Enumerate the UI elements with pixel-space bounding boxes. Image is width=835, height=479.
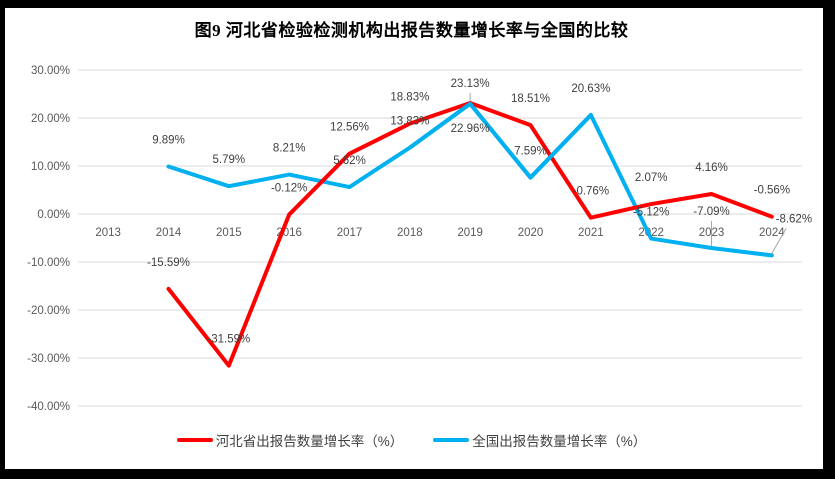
data-label: 23.13% <box>451 78 490 90</box>
x-tick-label: 2017 <box>337 227 363 239</box>
x-tick-label: 2021 <box>578 227 604 239</box>
y-tick-label: -30.00% <box>27 353 70 365</box>
data-label: 7.59% <box>514 146 547 158</box>
data-label: -8.62% <box>776 213 812 225</box>
x-tick-label: 2015 <box>216 227 242 239</box>
y-tick-label: 20.00% <box>31 113 70 125</box>
data-label: -0.56% <box>754 185 790 197</box>
data-label: 4.16% <box>695 162 728 174</box>
x-tick-label: 2019 <box>457 227 483 239</box>
legend-label: 河北省出报告数量增长率（%） <box>215 434 404 449</box>
y-tick-label: -40.00% <box>27 401 70 413</box>
y-tick-label: 10.00% <box>31 161 70 173</box>
y-tick-label: 0.00% <box>37 209 70 221</box>
data-label: 5.62% <box>333 155 366 167</box>
chart-title: 图9 河北省检验检测机构出报告数量增长率与全国的比较 <box>194 21 629 40</box>
data-label: -0.12% <box>271 183 307 195</box>
data-label: 22.96% <box>451 123 490 135</box>
legend-line-sample-blue <box>433 438 470 442</box>
data-label: -0.76% <box>573 186 609 198</box>
y-tick-label: -10.00% <box>27 257 70 269</box>
data-label: 12.56% <box>330 122 369 134</box>
data-label: -31.59% <box>207 334 250 346</box>
legend-item-national: 全国出报告数量增长率（%） <box>433 430 646 450</box>
chart-canvas <box>5 8 823 469</box>
y-tick-label: -20.00% <box>27 305 70 317</box>
series-line-national-overlay <box>407 101 593 180</box>
data-label: 20.63% <box>571 83 610 95</box>
data-label: -5.12% <box>633 207 669 219</box>
x-tick-label: 2013 <box>95 227 121 239</box>
data-label: 18.83% <box>390 92 429 104</box>
data-label: -15.59% <box>147 257 190 269</box>
x-tick-label: 2024 <box>759 227 785 239</box>
legend-line-sample-red <box>176 438 213 442</box>
data-label: 13.83% <box>390 116 429 128</box>
legend-item-hebei: 河北省出报告数量增长率（%） <box>176 430 404 450</box>
data-label: 18.51% <box>511 93 550 105</box>
y-tick-label: 30.00% <box>31 65 70 77</box>
x-tick-label: 2018 <box>397 227 423 239</box>
data-label: 5.79% <box>213 154 246 166</box>
chart-legend: 河北省出报告数量增长率（%） 全国出报告数量增长率（%） <box>0 430 823 450</box>
x-tick-label: 2020 <box>518 227 544 239</box>
data-label: 9.89% <box>152 135 185 147</box>
data-label: 2.07% <box>635 172 668 184</box>
label-leader-line <box>771 228 787 254</box>
data-label: 8.21% <box>273 143 306 155</box>
data-label: -7.09% <box>693 206 729 218</box>
x-tick-label: 2014 <box>156 227 182 239</box>
legend-label: 全国出报告数量增长率（%） <box>472 434 647 449</box>
